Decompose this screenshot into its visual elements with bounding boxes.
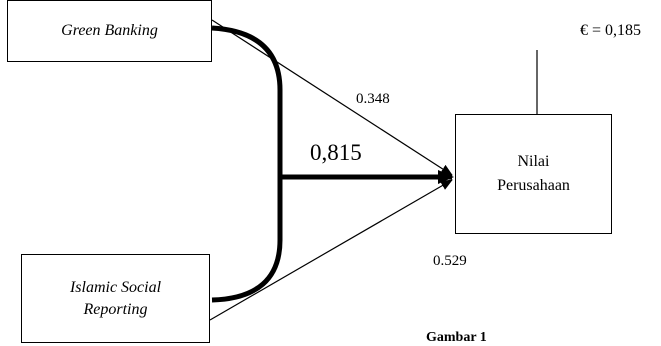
green-banking-box: Green Banking [7,0,212,62]
nilai-perusahaan-label-line2: Perusahaan [497,177,570,194]
islamic-social-reporting-arrow [209,179,453,321]
islamic-social-reporting-coefficient: 0.529 [433,253,467,269]
nilai-perusahaan-label-line1: Nilai [517,153,550,170]
islamic-social-reporting-label: Islamic Social Reporting [69,278,162,318]
green-banking-coefficient: 0.348 [356,91,390,107]
combined-bracket [211,25,283,303]
nilai-perusahaan-box: Nilai Perusahaan [455,114,612,234]
error-term-label: € = 0,185 [580,22,642,39]
combined-coefficient: 0,815 [310,140,362,165]
islamic-social-reporting-box: Islamic Social Reporting [21,254,210,343]
green-banking-label: Green Banking [61,22,158,39]
green-banking-arrow [211,19,453,176]
figure-caption: Gambar 1 [426,330,487,345]
